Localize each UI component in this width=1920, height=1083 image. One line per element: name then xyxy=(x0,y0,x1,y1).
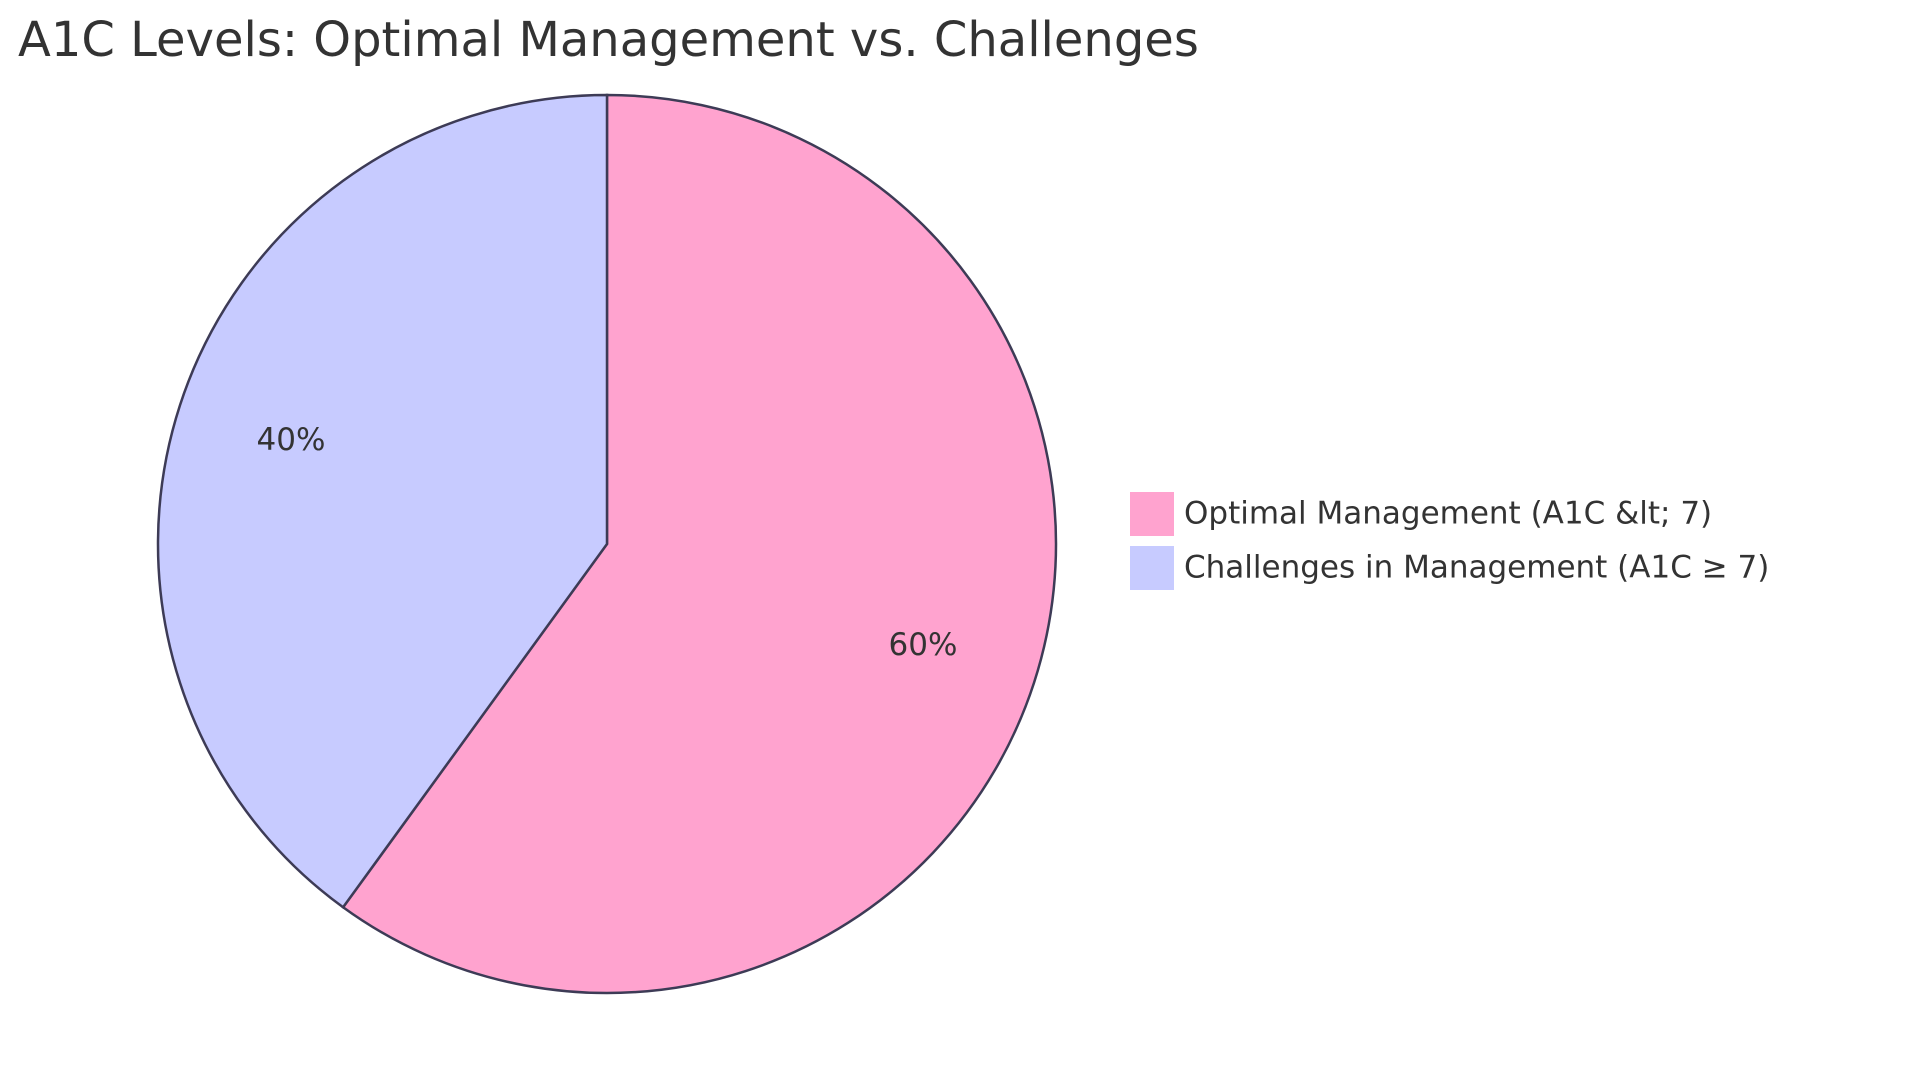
slice-label: 60% xyxy=(889,627,958,663)
pie-slice xyxy=(341,93,1058,995)
legend-label: Optimal Management (A1C &lt; 7) xyxy=(1184,496,1712,532)
pie-slice xyxy=(156,93,609,909)
legend-swatch xyxy=(1128,490,1176,538)
legend-label: Challenges in Management (A1C ≥ 7) xyxy=(1184,550,1769,586)
chart-title: A1C Levels: Optimal Management vs. Chall… xyxy=(18,12,1199,68)
legend-swatch xyxy=(1128,544,1176,592)
slice-label: 40% xyxy=(257,422,326,458)
